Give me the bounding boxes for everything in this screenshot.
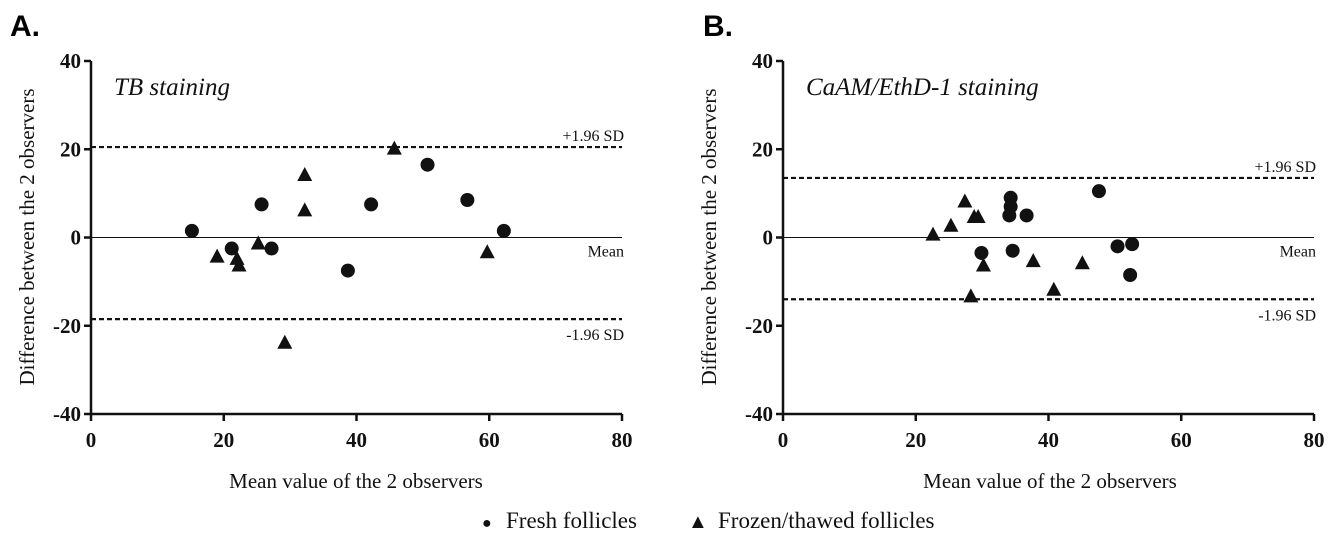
panel-a-y-tick-label: -20 [53,314,81,338]
panel-a-fresh-point [254,197,269,212]
panel-a-y-tick-label: 40 [60,49,81,73]
panel-a-upper-loa-label: +1.96 SD [563,128,624,145]
panel-b-fresh-point [1019,208,1034,223]
legend: ● Fresh follicles ▲ Frozen/thawed follic… [482,508,935,533]
panel-a-y-tick-label: -40 [53,402,81,426]
panel-b-frozen-point [963,288,979,303]
panel-a-frozen-point [297,202,313,217]
panel-a-y-axis-label: Difference between the 2 observers [15,89,39,386]
legend-circle-icon: ● [482,515,492,532]
panel-b-x-tick-label: 80 [1304,428,1325,452]
panel-a-mean-label: Mean [588,244,624,261]
panel-b-label: B. [703,10,733,43]
panel-b-y-tick-label: 0 [763,226,774,250]
panel-a-frozen-point [386,140,402,155]
panel-a-fresh-point [264,241,279,256]
panel-b-mean-label: Mean [1280,244,1316,261]
panel-a-x-axis-label: Mean value of the 2 observers [229,469,483,493]
legend-frozen-label: Frozen/thawed follicles [718,508,935,533]
panel-b-y-tick-label: 40 [752,49,773,73]
panel-b-x-tick-label: 60 [1171,428,1192,452]
panel-a-x-tick-label: 60 [479,428,500,452]
panel-b-fresh-point [974,245,989,260]
panel-a-frozen-point [231,257,247,272]
legend-triangle-icon: ▲ [688,511,708,533]
panel-b-frozen-point [1046,281,1062,296]
panel-b-y-tick-label: 20 [752,137,773,161]
panel-a-fresh-point [340,263,355,278]
panel-a-y-tick-label: 20 [60,137,81,161]
panel-b-x-tick-label: 0 [778,428,789,452]
panel-a-fresh-point [420,157,435,172]
panel-b-y-axis-label: Difference between the 2 observers [697,89,721,386]
panel-a-y-tick-label: 0 [71,226,82,250]
panel-b-lower-loa-label: -1.96 SD [1258,307,1316,324]
panel-b-x-tick-label: 40 [1038,428,1059,452]
panel-a-fresh-point [460,192,475,207]
panel-b-upper-loa-label: +1.96 SD [1255,159,1316,176]
panel-a-title: TB staining [114,74,230,101]
panel-b-frozen-point [975,257,991,272]
panel-a-fresh-point [224,241,239,256]
panel-b-y-tick-label: -40 [745,402,773,426]
panel-a-frozen-point [209,248,225,263]
panel-b-x-axis-label: Mean value of the 2 observers [923,469,1177,493]
panel-b-frozen-point [943,217,959,232]
panel-a-frozen-point [297,167,313,182]
panel-b-frozen-point [925,226,941,241]
panel-a-x-tick-label: 0 [86,428,97,452]
panel-b-fresh-point [1005,243,1020,258]
panel-b-frozen-point [970,208,986,223]
panel-b-x-tick-label: 20 [905,428,926,452]
panel-b-fresh-point [1110,239,1125,254]
panel-a-lower-loa-label: -1.96 SD [566,327,624,344]
panel-a-fresh-point [496,223,511,238]
panel-b-frozen-point [1025,253,1041,268]
panel-b-title: CaAM/EthD-1 staining [806,74,1039,101]
panel-b-fresh-point [1091,184,1106,199]
panel-b-fresh-point [1003,190,1018,205]
panel-a-frozen-point [250,235,266,250]
panel-a-x-tick-label: 40 [346,428,367,452]
panel-b-frozen-point [957,193,973,208]
panel-a-fresh-point [364,197,379,212]
panel-a-fresh-point [184,223,199,238]
panel-a-frozen-point [479,244,495,259]
legend-fresh-label: Fresh follicles [506,508,637,533]
panel-b-y-tick-label: -20 [745,314,773,338]
panel-b-frozen-point [1074,255,1090,270]
panel-b-fresh-point [1125,237,1140,252]
panel-a-frozen-point [277,334,293,349]
panel-a: A. TB staining Difference between the 2 … [10,10,633,493]
panel-b: B. CaAM/EthD-1 staining Difference betwe… [697,10,1325,493]
panel-a-x-tick-label: 80 [612,428,633,452]
panel-b-fresh-point [1123,268,1138,283]
panel-a-label: A. [10,10,40,43]
panel-a-x-tick-label: 20 [213,428,234,452]
